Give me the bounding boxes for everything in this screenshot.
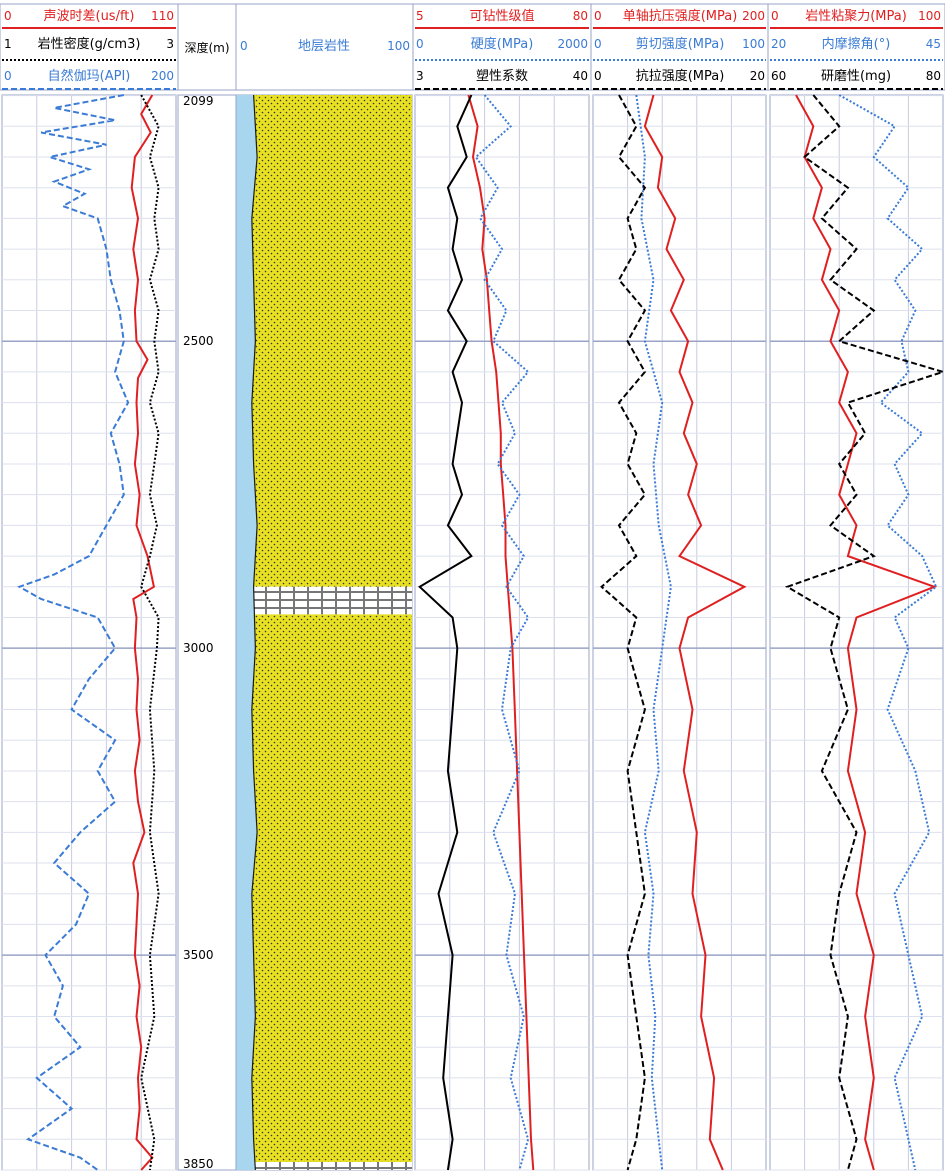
track5-curve2-min: 20 [771, 37, 786, 51]
track5-curve3-min: 60 [771, 69, 786, 83]
track4-curve3-max: 20 [750, 69, 765, 83]
track4-header: 0 单轴抗压强度(MPa) 200 0 剪切强度(MPa) 100 0 抗拉强度… [593, 8, 766, 90]
track3-curve3 [418, 94, 473, 1171]
track1-curve3 [16, 94, 130, 1171]
track1-curve1-name: 声波时差(us/ft) [44, 9, 135, 24]
track3-curve1 [467, 94, 535, 1171]
track1-curve2-max: 3 [166, 37, 174, 51]
track3-curve3-min: 3 [416, 69, 424, 83]
track2-curve1-max: 100 [387, 39, 410, 53]
plot-area [1, 94, 945, 1171]
track5-curve2-max: 45 [926, 37, 941, 51]
track4-curve3 [600, 94, 647, 1171]
track3-curve3-name: 塑性系数 [476, 69, 528, 84]
track5-curve1-max: 100 [918, 9, 941, 23]
track3-curve2-min: 0 [416, 37, 424, 51]
track3-curve1-name: 可钻性级值 [469, 8, 534, 24]
track5-curve3-name: 研磨性(mg) [821, 69, 891, 84]
depth-tick-label: 2099 [183, 94, 214, 108]
depth-tick-label: 3500 [183, 948, 214, 962]
track1-curve1-min: 0 [4, 9, 12, 23]
track4-curve1-max: 200 [742, 9, 765, 23]
track4-curve2-min: 0 [594, 37, 602, 51]
track4-curve3-min: 0 [594, 69, 602, 83]
track1-curve3-min: 0 [4, 69, 12, 83]
track2-curve1-name: 地层岩性 [298, 39, 350, 54]
track3-header: 5 可钻性级值 80 0 硬度(MPa) 2000 3 塑性系数 40 [415, 8, 589, 90]
track5-curve2-name: 内摩擦角(°) [822, 36, 891, 52]
track4-curve3-name: 抗拉强度(MPa) [636, 68, 725, 84]
track2-header: 0 地层岩性 100 [240, 39, 410, 54]
track4-curve2-max: 100 [742, 37, 765, 51]
depth-axis: 2099 2500 3000 3500 3850 [183, 94, 214, 1171]
depth-tick-label: 2500 [183, 334, 214, 348]
lithology-limestone-base [246, 1162, 412, 1170]
track3-curve2-name: 硬度(MPa) [471, 36, 534, 52]
track5-curve1-min: 0 [771, 9, 779, 23]
track1-curve2 [140, 94, 160, 1171]
header-area [0, 3, 945, 91]
track1-header: 0 声波时差(us/ft) 110 1 岩性密度(g/cm3) 3 0 自然伽玛… [2, 9, 176, 90]
track3-curve3-max: 40 [573, 69, 588, 83]
track4-curve2 [635, 94, 672, 1171]
depth-tick-label: 3850 [183, 1157, 214, 1171]
track5-curve3-max: 80 [926, 69, 941, 83]
track3-curve1-min: 5 [416, 9, 424, 23]
lithology-curve-line [251, 94, 258, 1171]
track2-curve1-min: 0 [240, 39, 248, 53]
track1-curve3-name: 自然伽玛(API) [48, 68, 131, 84]
track1-curve3-max: 200 [151, 69, 174, 83]
track5-curve1 [795, 94, 938, 1171]
depth-header-label: 深度(m) [184, 40, 229, 55]
track4-curve1-min: 0 [594, 9, 602, 23]
track5-header: 0 岩性粘聚力(MPa) 100 20 内摩擦角(°) 45 60 研磨性(mg… [770, 9, 943, 90]
depth-tick-label: 3000 [183, 641, 214, 655]
depth-column [177, 94, 237, 1171]
track4-curve1 [643, 94, 747, 1171]
track5-curve2 [838, 94, 938, 1171]
lithology-sand-upper [246, 95, 412, 587]
track3-curve2-max: 2000 [557, 37, 588, 51]
lithology-sand-lower [246, 614, 412, 1162]
track5-curve1-name: 岩性粘聚力(MPa) [805, 9, 907, 24]
track4-curve2-name: 剪切强度(MPa) [636, 36, 725, 52]
track3-curve1-max: 80 [573, 9, 588, 23]
track1-curve1-max: 110 [151, 9, 174, 23]
track5-curve3 [784, 94, 945, 1171]
lithology-limestone-band [246, 586, 412, 615]
track4-curve1-name: 单轴抗压强度(MPa) [623, 8, 738, 24]
track1-curve2-min: 1 [4, 37, 12, 51]
track1-curve1 [130, 94, 156, 1171]
track1-curve2-name: 岩性密度(g/cm3) [38, 36, 141, 52]
